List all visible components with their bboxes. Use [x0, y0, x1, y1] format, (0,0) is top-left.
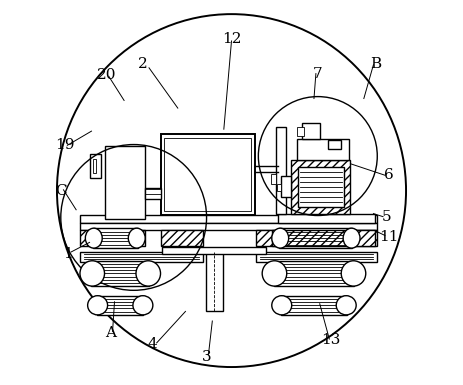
Bar — [280, 228, 352, 248]
Ellipse shape — [57, 14, 406, 367]
Bar — [80, 252, 203, 261]
Bar — [298, 167, 344, 207]
Bar — [282, 296, 347, 315]
Text: 5: 5 — [382, 211, 392, 224]
Bar — [257, 230, 377, 246]
Ellipse shape — [133, 296, 153, 315]
Ellipse shape — [272, 296, 292, 315]
Text: 4: 4 — [148, 337, 158, 351]
Text: 1: 1 — [63, 247, 73, 261]
Ellipse shape — [128, 228, 145, 248]
Bar — [257, 252, 377, 261]
Bar — [161, 134, 255, 215]
Bar — [277, 184, 282, 191]
Text: 13: 13 — [321, 333, 341, 347]
Ellipse shape — [262, 261, 287, 286]
Bar — [291, 160, 350, 214]
Text: 3: 3 — [202, 350, 212, 364]
Bar — [272, 230, 375, 246]
Text: A: A — [105, 326, 116, 340]
Bar — [164, 138, 250, 211]
Bar — [92, 261, 149, 286]
Bar — [93, 159, 96, 173]
Text: 6: 6 — [384, 168, 394, 182]
Text: 20: 20 — [97, 69, 117, 82]
Text: 19: 19 — [55, 137, 75, 152]
Bar — [275, 127, 286, 214]
Bar — [282, 176, 291, 198]
Ellipse shape — [80, 261, 105, 286]
Text: 2: 2 — [138, 57, 148, 71]
Bar — [80, 223, 377, 230]
Bar — [206, 252, 223, 311]
Bar — [277, 214, 375, 223]
Ellipse shape — [85, 228, 102, 248]
Text: 11: 11 — [379, 229, 399, 244]
Ellipse shape — [336, 296, 356, 315]
Text: 12: 12 — [222, 32, 241, 46]
Bar — [274, 261, 354, 286]
Bar — [297, 127, 304, 136]
Bar — [297, 139, 349, 160]
Text: 7: 7 — [313, 67, 323, 80]
Bar — [145, 188, 161, 199]
Bar — [328, 140, 341, 149]
Text: C: C — [55, 184, 67, 198]
Bar — [271, 174, 275, 184]
Ellipse shape — [272, 228, 288, 248]
Bar — [163, 247, 266, 254]
Ellipse shape — [136, 261, 161, 286]
Ellipse shape — [341, 261, 366, 286]
Bar — [161, 230, 203, 246]
Bar — [93, 228, 138, 248]
Bar — [302, 124, 320, 139]
Bar — [80, 215, 377, 223]
Ellipse shape — [343, 228, 360, 248]
Text: B: B — [370, 57, 381, 71]
Bar — [97, 296, 143, 315]
Bar — [80, 230, 145, 246]
Bar — [105, 146, 145, 219]
Bar — [89, 154, 101, 179]
Ellipse shape — [88, 296, 107, 315]
